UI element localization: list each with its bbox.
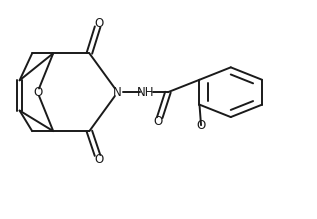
Text: NH: NH: [137, 86, 155, 99]
Text: O: O: [94, 16, 103, 30]
Text: O: O: [94, 153, 103, 166]
Text: O: O: [33, 86, 42, 99]
Text: O: O: [197, 119, 206, 132]
Text: N: N: [113, 86, 122, 99]
Text: O: O: [154, 115, 163, 128]
